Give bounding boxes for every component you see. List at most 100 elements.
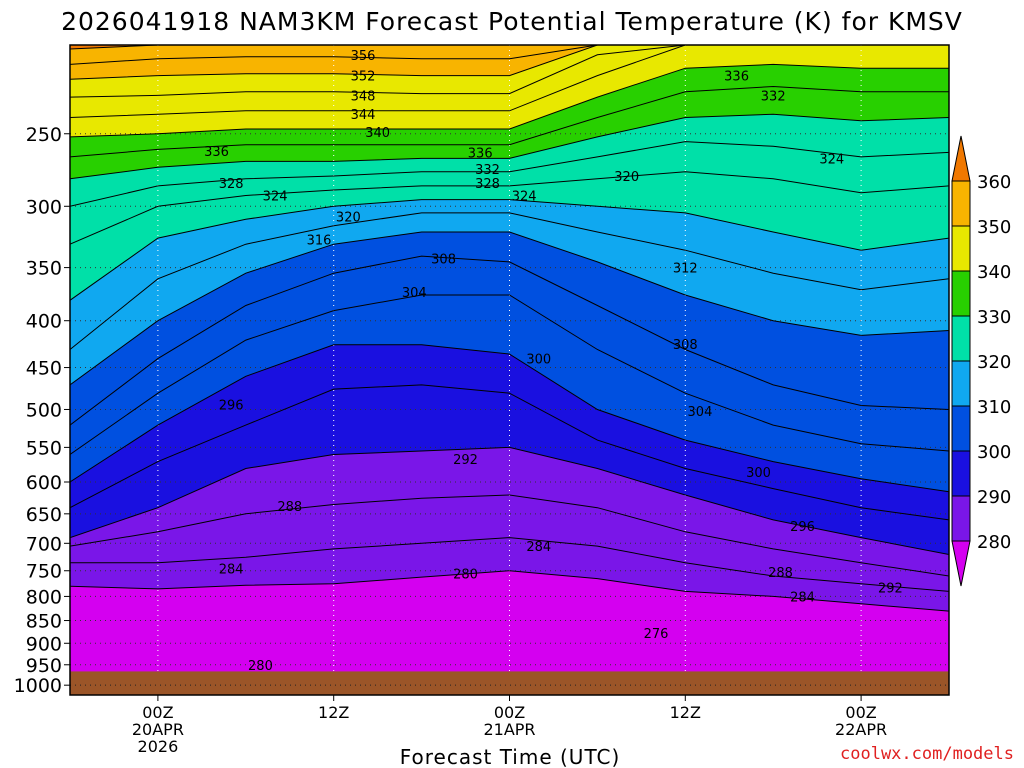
contour-line: [70, 494, 949, 577]
contour-label: 292: [878, 581, 903, 596]
colorbar-label: 350: [977, 217, 1011, 238]
contour-label: 276: [644, 627, 669, 642]
contour-label: 288: [768, 566, 793, 581]
colorbar-label: 280: [977, 532, 1011, 553]
y-tick-label: 250: [26, 124, 62, 146]
contour-line: [70, 45, 949, 98]
contour-label: 340: [365, 126, 390, 141]
contour-lines: [70, 45, 949, 612]
colorbar-swatch: [951, 270, 971, 317]
contour-label: 324: [263, 190, 288, 205]
contour-line: [70, 141, 949, 207]
y-tick-label: 450: [26, 358, 62, 380]
contour-label: 324: [819, 152, 844, 167]
contour-line: [70, 537, 949, 592]
contour-line: [70, 85, 949, 158]
contour-label: 296: [790, 520, 815, 535]
band-fill: [70, 45, 949, 65]
contour-label: 344: [351, 108, 376, 123]
x-axis-label: Forecast Time (UTC): [400, 745, 621, 768]
contour-label: 320: [614, 170, 639, 185]
colorbar-swatch: [951, 180, 971, 227]
contour-label: 284: [219, 563, 244, 578]
chart-title: 2026041918 NAM3KM Forecast Potential Tem…: [61, 7, 963, 36]
contour-label: 304: [688, 405, 713, 420]
grid-lines: [70, 45, 949, 695]
x-tick-label: 12Z: [318, 703, 349, 722]
y-tick-label: 600: [26, 472, 62, 494]
y-tick-label: 300: [26, 196, 62, 218]
contour-line: [70, 45, 949, 80]
contour-line: [70, 199, 949, 301]
colorbar-label: 290: [977, 487, 1011, 508]
colorbar-label: 310: [977, 397, 1011, 418]
contour-line: [70, 45, 949, 118]
contour-label: 300: [526, 353, 551, 368]
contour-label: 308: [673, 338, 698, 353]
contour-label: 308: [431, 252, 456, 267]
y-tick-label: 700: [26, 533, 62, 555]
contour-label: 280: [453, 567, 478, 582]
x-tick-label: 2026: [138, 737, 179, 756]
x-tick-label: 22APR: [835, 720, 887, 739]
y-tick-label: 500: [26, 399, 62, 421]
colorbar-label: 320: [977, 352, 1011, 373]
y-tick-label: 550: [26, 437, 62, 459]
y-tick-label: 400: [26, 311, 62, 333]
colorbar-swatch: [951, 495, 971, 542]
x-tick-label: 00Z: [142, 703, 173, 722]
contour-label: 312: [673, 262, 698, 277]
credit-text: coolwx.com/models: [840, 744, 1014, 764]
colorbar-swatch: [951, 225, 971, 272]
contour-line: [70, 446, 949, 555]
colorbar-swatch: [951, 405, 971, 452]
contour-label: 316: [307, 233, 332, 248]
contour-label: 292: [453, 453, 478, 468]
x-tick-label: 20APR: [132, 720, 184, 739]
contour-label: 284: [526, 540, 551, 555]
contour-line: [70, 384, 949, 521]
contour-label: 336: [204, 145, 229, 160]
contour-line: [70, 63, 949, 138]
contour-label: 332: [761, 89, 786, 104]
colorbar-arrow: [951, 135, 971, 182]
colorbar-label: 340: [977, 262, 1011, 283]
contour-label: 296: [219, 399, 244, 414]
colorbar-swatch: [951, 315, 971, 362]
contour-line: [70, 570, 949, 612]
contour-label: 280: [248, 659, 273, 674]
colorbar-label: 330: [977, 307, 1011, 328]
colorbar-swatch: [951, 360, 971, 407]
contour-line: [70, 294, 949, 455]
colorbar-label: 300: [977, 442, 1011, 463]
contour-line: [70, 255, 949, 426]
contour-label: 336: [468, 146, 493, 161]
x-tick-label: 12Z: [670, 703, 701, 722]
colorbar-arrow: [951, 540, 971, 587]
contour-line: [70, 45, 949, 65]
colorbar-label: 360: [977, 172, 1011, 193]
y-tick-label: 950: [26, 655, 62, 677]
y-tick-label: 850: [26, 611, 62, 633]
contour-label: 320: [336, 211, 361, 226]
theta-fills: [70, 45, 949, 695]
contour-line: [70, 171, 949, 245]
contour-label: 328: [219, 177, 244, 192]
y-tick-label: 350: [26, 258, 62, 280]
contour-label: 300: [746, 466, 771, 481]
x-tick-label: 21APR: [483, 720, 535, 739]
contour-label: 324: [512, 190, 537, 205]
contour-label: 332: [475, 163, 500, 178]
contour-label: 304: [402, 286, 427, 301]
colorbar: 280 290 300 310 320 330 340 350 360: [951, 135, 1011, 587]
plot-area: 3563523483443403363323363363323283243283…: [70, 45, 949, 695]
x-tick-label: 00Z: [845, 703, 876, 722]
y-tick-label: 650: [26, 504, 62, 526]
y-tick-label: 800: [26, 586, 62, 608]
contour-label: 352: [351, 70, 376, 85]
contour-label: 288: [277, 500, 302, 515]
y-tick-label: 900: [26, 633, 62, 655]
contour-line: [70, 212, 949, 350]
